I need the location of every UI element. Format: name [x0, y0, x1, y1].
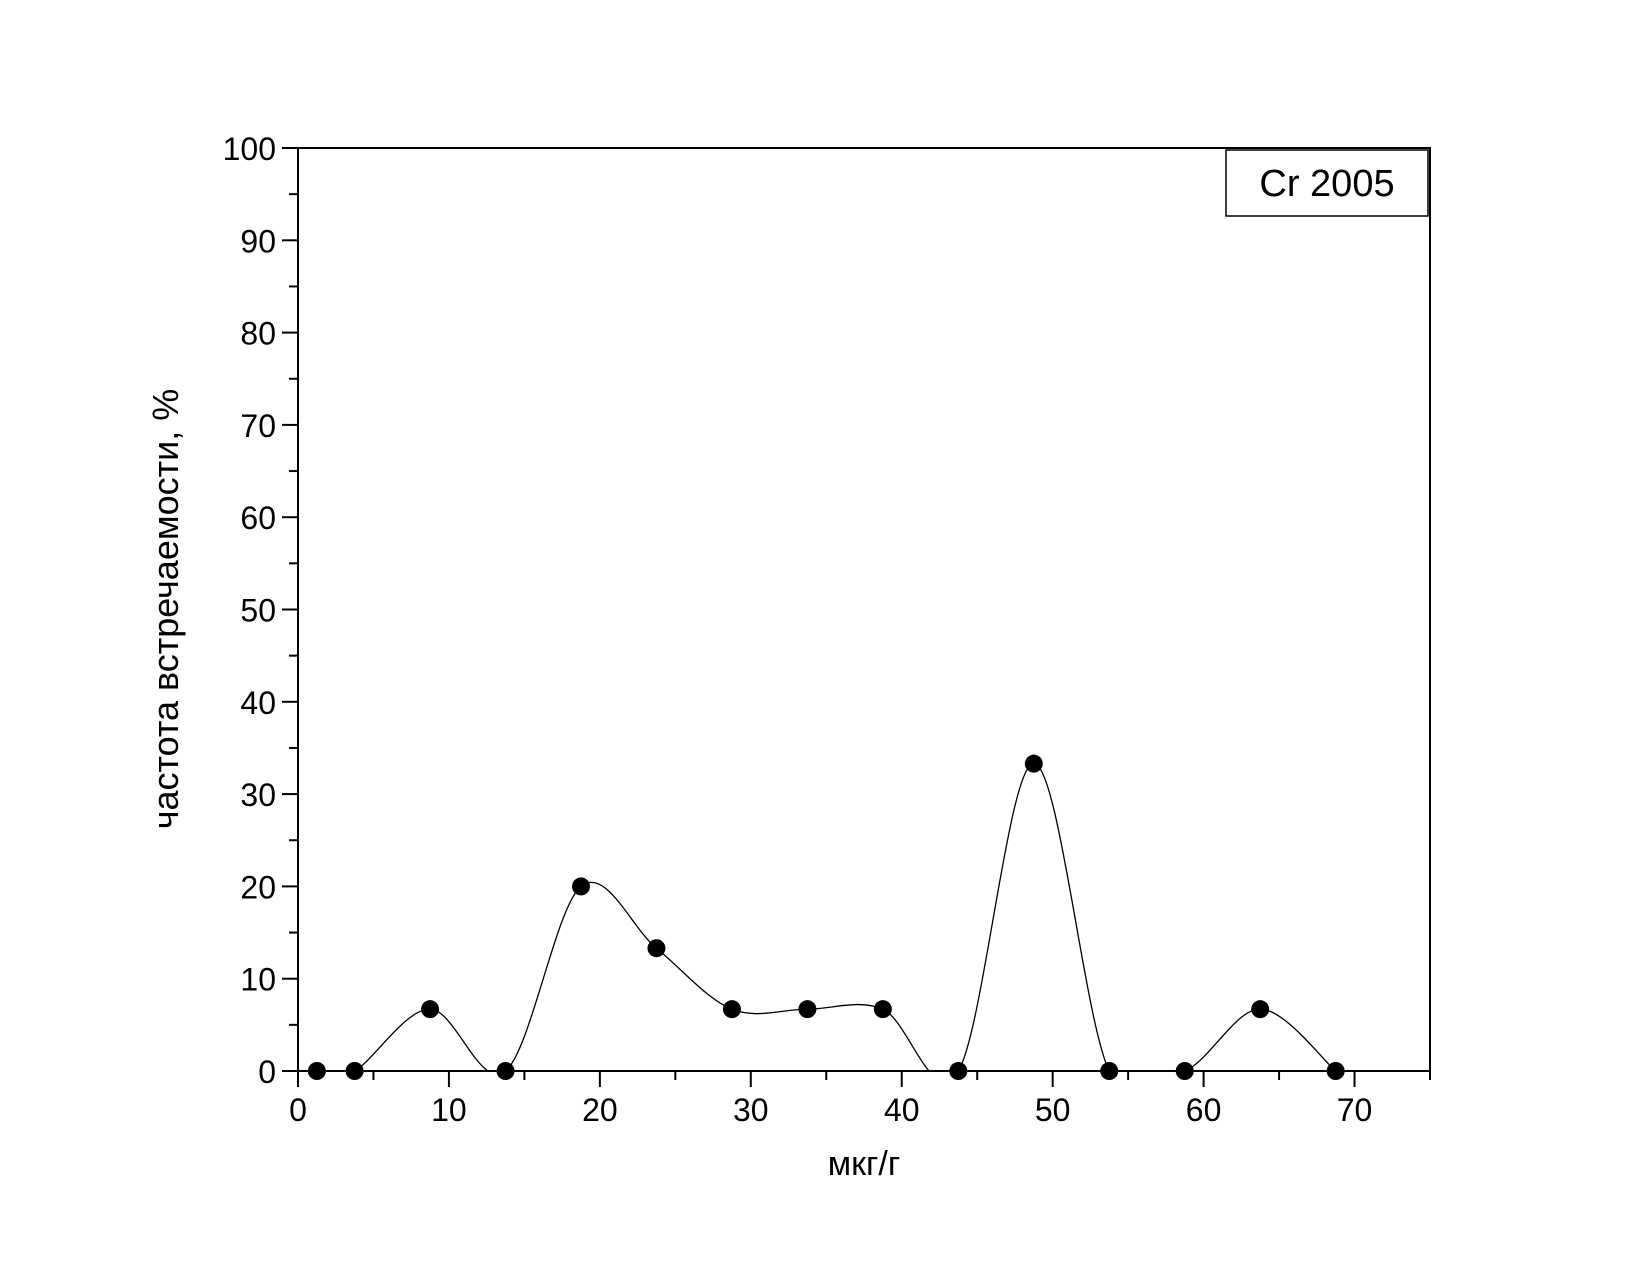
marker — [647, 939, 666, 958]
marker — [1024, 754, 1043, 773]
marker — [798, 1000, 817, 1019]
smooth-line — [316, 762, 1337, 1071]
marker — [873, 1000, 892, 1019]
marker — [1326, 1062, 1345, 1080]
y-tick-label: 40 — [240, 685, 276, 721]
plot-frame — [297, 147, 1431, 1072]
x-tick-label: 60 — [1186, 1092, 1222, 1128]
marker — [1100, 1062, 1119, 1080]
y-tick-label: 20 — [240, 869, 276, 905]
y-tick-label: 100 — [223, 131, 276, 167]
marker — [1251, 1000, 1270, 1019]
x-tick-label: 0 — [289, 1092, 307, 1128]
y-tick-label: 10 — [240, 962, 276, 998]
y-tick-label: 60 — [240, 500, 276, 536]
x-tick-label: 10 — [431, 1092, 467, 1128]
y-tick-label: 30 — [240, 777, 276, 813]
y-axis-label: частота встречаемости, % — [145, 389, 186, 829]
x-tick-label: 30 — [733, 1092, 769, 1128]
marker — [572, 877, 590, 896]
x-axis-label: мкг/г — [828, 1145, 901, 1183]
x-tick-label: 40 — [884, 1092, 920, 1128]
legend-label: Cr 2005 — [1259, 163, 1394, 205]
marker — [307, 1062, 326, 1080]
marker — [496, 1062, 515, 1080]
y-tick-label: 70 — [240, 408, 276, 444]
x-tick-label: 50 — [1035, 1092, 1071, 1128]
legend-box — [1225, 149, 1429, 217]
marker — [345, 1062, 364, 1080]
marker — [421, 1000, 440, 1019]
y-tick-label: 50 — [240, 593, 276, 629]
x-tick-label: 70 — [1337, 1092, 1373, 1128]
y-tick-label: 80 — [240, 316, 276, 352]
marker — [722, 1000, 741, 1019]
marker — [1175, 1062, 1194, 1080]
y-tick-label: 0 — [258, 1054, 276, 1090]
x-tick-label: 20 — [582, 1092, 618, 1128]
y-tick-label: 90 — [240, 223, 276, 259]
marker — [949, 1062, 968, 1080]
